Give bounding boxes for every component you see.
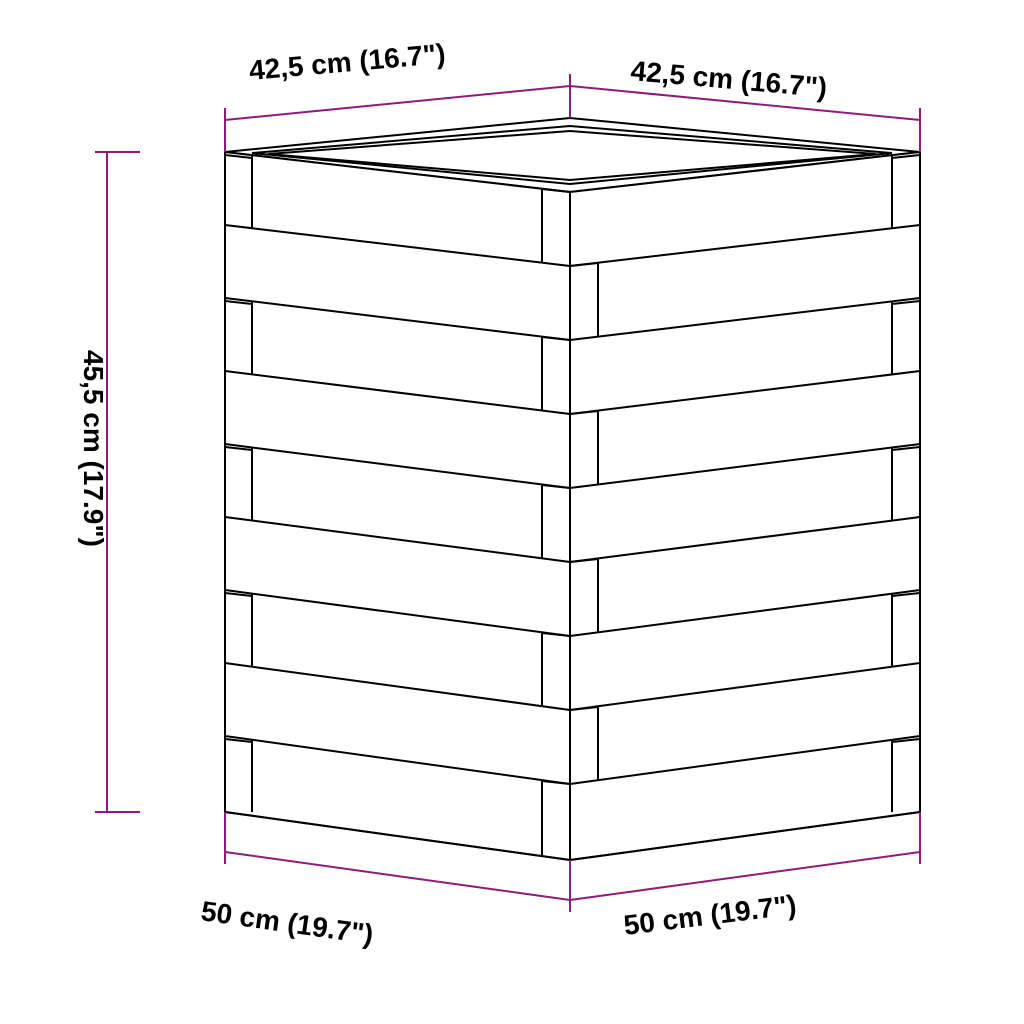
label-top-right: 42,5 cm (16.7") <box>629 55 828 103</box>
planter-box <box>225 118 920 860</box>
label-bottom-right: 50 cm (19.7") <box>622 889 798 941</box>
dimension-diagram: 42,5 cm (16.7") 42,5 cm (16.7") 45,5 cm … <box>0 0 1024 1024</box>
label-top-left: 42,5 cm (16.7") <box>248 38 447 86</box>
label-height: 45,5 cm (17.9") <box>78 350 109 547</box>
label-bottom-left: 50 cm (19.7") <box>199 895 375 950</box>
